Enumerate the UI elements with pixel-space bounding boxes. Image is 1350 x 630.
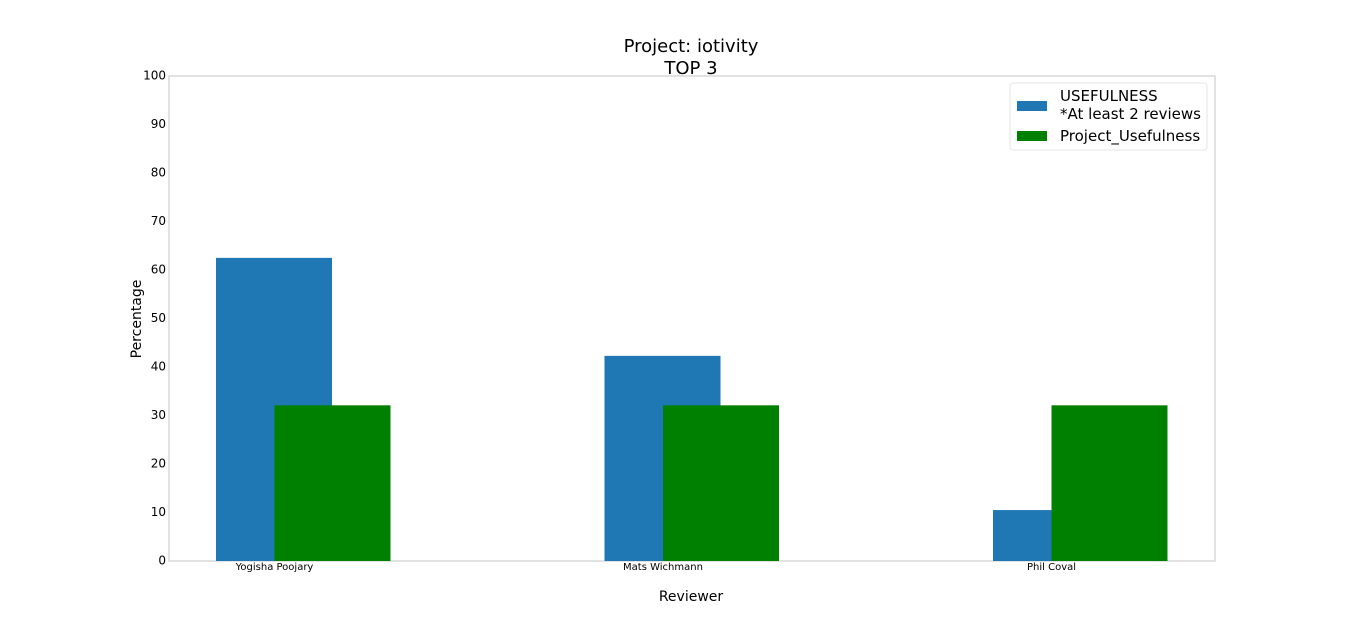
legend-swatch-project-usefulness xyxy=(1017,131,1047,141)
chart-title-line-1: Project: iotivity xyxy=(624,36,759,57)
x-axis-ticks: Yogisha Poojary Mats Wichmann Phil Coval xyxy=(235,562,1076,573)
legend-swatch-usefulness xyxy=(1017,101,1047,111)
y-tick-label: 90 xyxy=(151,117,166,131)
x-tick-label: Yogisha Poojary xyxy=(235,562,314,573)
legend-label-project-usefulness: Project_Usefulness xyxy=(1060,127,1200,146)
y-tick-label: 10 xyxy=(151,505,166,519)
y-tick-label: 30 xyxy=(151,408,166,422)
y-tick-label: 100 xyxy=(143,69,166,83)
y-tick-label: 40 xyxy=(151,360,166,374)
bars xyxy=(216,257,1168,561)
y-tick-label: 20 xyxy=(151,457,166,471)
y-tick-label: 60 xyxy=(151,263,166,277)
x-tick-label: Phil Coval xyxy=(1027,562,1076,573)
y-axis-ticks: 0 10 20 30 40 50 60 70 80 90 100 xyxy=(143,69,166,568)
chart-title-line-2: TOP 3 xyxy=(663,58,717,79)
bar-series2-mats-wichmann xyxy=(663,405,779,561)
legend-label-usefulness: USEFULNESS *At least 2 reviews xyxy=(1060,87,1201,123)
legend-box xyxy=(1009,82,1208,151)
y-tick-label: 70 xyxy=(151,214,166,228)
legend: USEFULNESS *At least 2 reviews Project_U… xyxy=(1009,82,1208,151)
y-tick-label: 80 xyxy=(151,166,166,180)
x-tick-label: Mats Wichmann xyxy=(623,562,703,573)
x-axis-label: Reviewer xyxy=(659,589,724,605)
bar-series2-yogisha-poojary xyxy=(274,405,391,561)
bar-series2-phil-coval xyxy=(1051,405,1168,561)
y-tick-label: 0 xyxy=(158,554,166,568)
y-axis-label: Percentage xyxy=(129,280,145,359)
y-tick-label: 50 xyxy=(151,311,166,325)
